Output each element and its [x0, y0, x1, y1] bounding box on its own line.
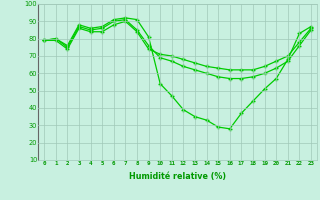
X-axis label: Humidité relative (%): Humidité relative (%)	[129, 172, 226, 181]
